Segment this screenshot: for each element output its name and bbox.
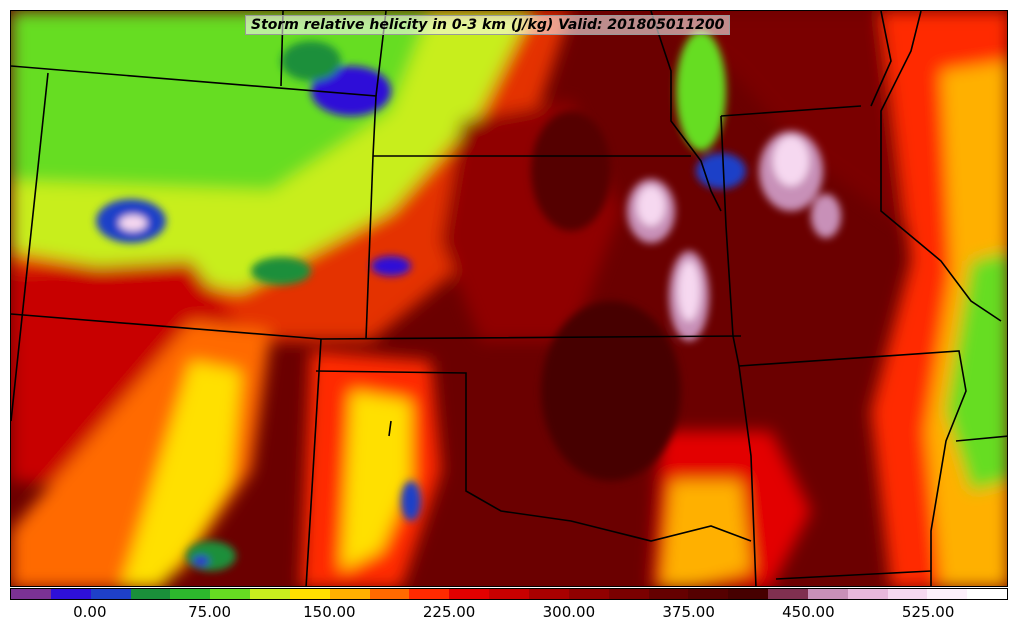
colorbar-segment: [807, 589, 848, 599]
colorbar-tick-label: 150.00: [303, 603, 356, 621]
state-boundaries: [11, 11, 1007, 586]
colorbar-tick-label: 450.00: [782, 603, 835, 621]
colorbar-tick-label: 75.00: [188, 603, 232, 621]
colorbar-segment: [289, 589, 330, 599]
colorbar-segment: [369, 589, 410, 599]
colorbar-segment: [688, 589, 729, 599]
colorbar-segment: [11, 589, 51, 599]
colorbar-segment: [210, 589, 251, 599]
colorbar-tick-label: 0.00: [73, 603, 107, 621]
colorbar-labels: 0.00 75.00 150.00 225.00 300.00 375.00 450.00 5…: [10, 603, 1008, 623]
map-plot: [10, 10, 1008, 587]
colorbar-segment: [927, 589, 968, 599]
colorbar-segment: [130, 589, 171, 599]
colorbar-segment: [449, 589, 490, 599]
colorbar-segment: [847, 589, 888, 599]
colorbar-segment: [608, 589, 649, 599]
colorbar-segment: [409, 589, 450, 599]
colorbar: [10, 588, 1008, 600]
detail-layer: [96, 31, 841, 571]
colorbar-segment: [768, 589, 808, 599]
colorbar-segment: [90, 589, 131, 599]
colorbar-tick-label: 525.00: [901, 603, 955, 621]
colorbar-segment: [967, 589, 1008, 599]
helicity-field: [11, 11, 1007, 586]
colorbar-segment: [50, 589, 91, 599]
colorbar-segment: [568, 589, 609, 599]
colorbar-segment: [329, 589, 370, 599]
map-title: Storm relative helicity in 0-3 km (J/kg)…: [245, 15, 731, 35]
colorbar-segment: [170, 589, 211, 599]
colorbar-segment: [250, 589, 290, 599]
colorbar-segment: [489, 589, 529, 599]
colorbar-tick-label: 225.00: [422, 603, 476, 621]
colorbar-segment: [728, 589, 769, 599]
colorbar-tick-label: 300.00: [542, 603, 596, 621]
colorbar-tick-label: 375.00: [662, 603, 715, 621]
colorbar-segment: [528, 589, 569, 599]
colorbar-segment: [648, 589, 689, 599]
colorbar-segment: [887, 589, 928, 599]
